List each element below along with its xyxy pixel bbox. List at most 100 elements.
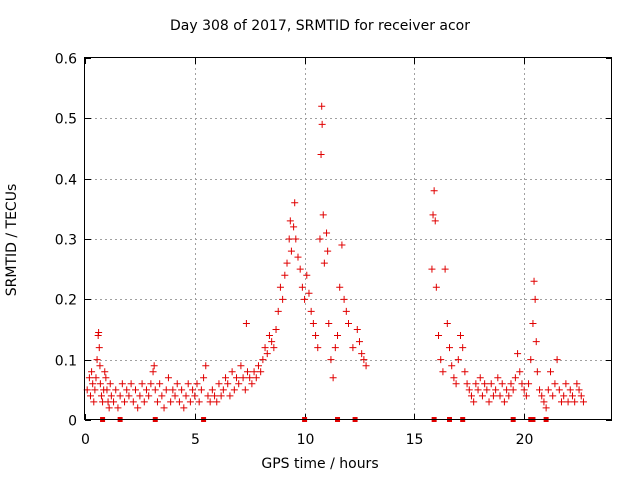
data-point	[428, 265, 436, 273]
data-point	[432, 283, 440, 291]
y-tick-label: 0.6	[55, 52, 77, 68]
data-point	[96, 380, 104, 388]
data-point	[92, 374, 100, 382]
data-point	[542, 404, 550, 412]
data-point	[474, 386, 482, 394]
data-point	[110, 398, 118, 406]
data-point	[476, 374, 484, 382]
data-point	[549, 392, 557, 400]
data-point	[431, 217, 439, 225]
data-point	[505, 392, 513, 400]
data-point	[571, 398, 579, 406]
data-point	[503, 386, 511, 394]
data-point	[472, 380, 480, 388]
data-point	[153, 398, 161, 406]
data-point	[441, 265, 449, 273]
data-point	[243, 368, 251, 376]
data-point	[292, 235, 300, 243]
data-point	[514, 350, 522, 358]
data-point	[248, 380, 256, 388]
data-point	[215, 380, 223, 388]
data-point	[123, 386, 131, 394]
data-point	[355, 338, 363, 346]
data-point	[103, 386, 111, 394]
data-point	[252, 374, 260, 382]
data-point	[450, 374, 458, 382]
data-point	[320, 259, 328, 267]
data-point	[134, 404, 142, 412]
axis-ticks: 0 0.1 0.2 0.3 0.4 0.5 0.6 0 5 10 15 20	[55, 52, 612, 448]
data-point	[156, 380, 164, 388]
data-point	[547, 368, 555, 376]
data-point	[95, 329, 103, 337]
data-point	[307, 307, 315, 315]
data-point	[230, 386, 238, 394]
data-point	[325, 319, 333, 327]
data-point	[237, 362, 245, 370]
data-point	[345, 319, 352, 327]
data-point	[509, 386, 517, 394]
data-point	[226, 392, 234, 400]
data-point	[114, 404, 122, 412]
data-point	[301, 295, 309, 303]
data-point	[233, 374, 241, 382]
data-point	[254, 362, 262, 370]
data-point	[579, 398, 587, 406]
data-point	[151, 386, 159, 394]
data-point	[312, 332, 320, 340]
data-point	[296, 265, 304, 273]
data-point	[106, 380, 114, 388]
data-point	[314, 344, 322, 352]
data-point	[235, 380, 243, 388]
data-point	[281, 271, 289, 279]
data-point	[324, 247, 332, 255]
data-point	[498, 380, 506, 388]
data-point	[118, 380, 126, 388]
data-point	[206, 398, 214, 406]
data-point	[500, 398, 508, 406]
data-point	[338, 241, 346, 249]
data-point	[147, 380, 155, 388]
data-point	[568, 392, 576, 400]
data-point	[241, 386, 249, 394]
data-point	[557, 398, 565, 406]
data-point	[318, 102, 326, 110]
data-point	[522, 392, 530, 400]
data-point	[577, 392, 585, 400]
data-point	[279, 295, 287, 303]
data-point	[287, 247, 295, 255]
data-point	[132, 386, 140, 394]
data-point	[193, 380, 201, 388]
data-point	[272, 326, 280, 333]
data-point	[459, 344, 467, 352]
data-point	[85, 374, 93, 382]
data-point	[189, 386, 197, 394]
data-point	[531, 295, 539, 303]
data-point	[182, 392, 190, 400]
data-point	[167, 398, 175, 406]
data-point	[492, 386, 500, 394]
data-point	[164, 374, 172, 382]
data-point	[511, 374, 519, 382]
data-point	[213, 398, 221, 406]
data-point	[261, 344, 269, 352]
data-point	[265, 332, 273, 340]
data-point	[303, 271, 311, 279]
data-point	[443, 319, 451, 327]
data-point	[294, 253, 302, 261]
data-point	[532, 338, 540, 346]
x-tick-label: 5	[191, 432, 200, 448]
data-point	[489, 392, 497, 400]
data-point	[540, 398, 548, 406]
data-point	[200, 374, 208, 382]
chart-title: Day 308 of 2017, SRMTID for receiver aco…	[169, 18, 470, 34]
data-point	[291, 199, 299, 207]
data-point	[430, 187, 438, 195]
data-point	[496, 392, 504, 400]
data-point	[454, 356, 462, 364]
data-point	[435, 332, 443, 340]
y-tick-label: 0.2	[55, 293, 77, 309]
data-point	[204, 392, 212, 400]
data-point	[349, 344, 357, 352]
data-point	[211, 392, 219, 400]
